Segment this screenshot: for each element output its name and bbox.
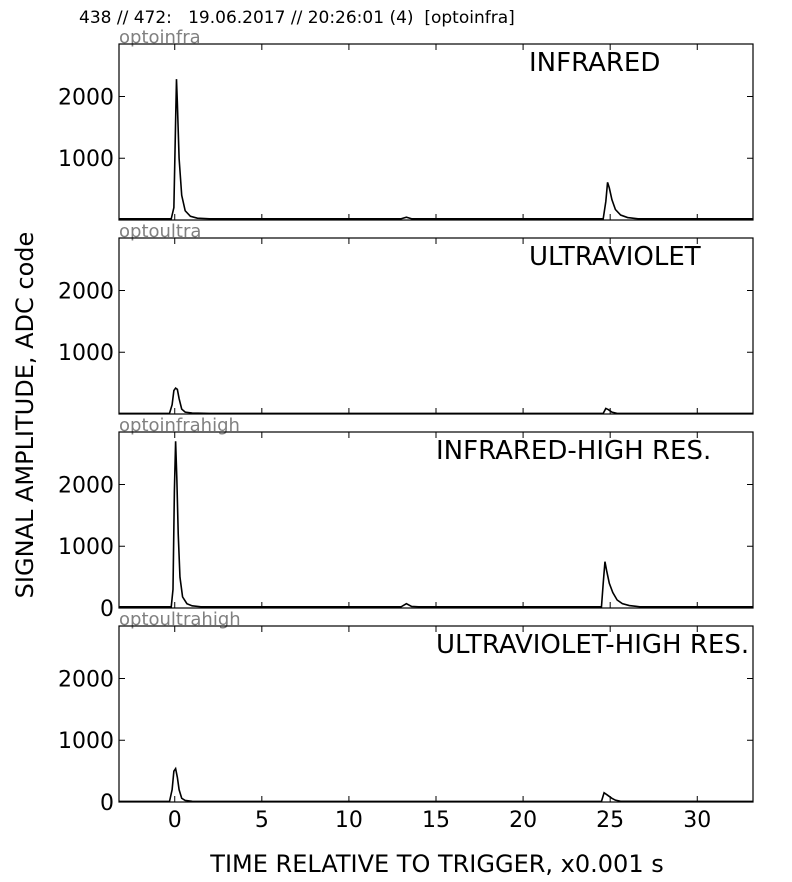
y-tick-label: 2000 (58, 667, 114, 692)
panel-label: ULTRAVIOLET-HIGH RES. (436, 630, 749, 660)
series-line (119, 79, 753, 220)
figure-header-title: 438 // 472: 19.06.2017 // 20:26:01 (4) [… (79, 8, 515, 28)
y-axis-label: SIGNAL AMPLITUDE, ADC code (11, 232, 39, 599)
panel-3: optoinfrahigh 0 1000 2000 INFRARED-HIGH RES. (58, 415, 754, 622)
chart-panels: optoinfra10002000INFRAREDoptoultra100020… (58, 27, 754, 833)
y-tick-label: 2000 (58, 85, 114, 110)
panel-tag: optoinfrahigh (119, 415, 240, 436)
series-line (119, 766, 753, 802)
y-tick-label: 2000 (58, 473, 114, 498)
panel-label: INFRARED-HIGH RES. (436, 436, 711, 466)
y-tick-label: 1000 (58, 729, 114, 754)
series-line (119, 386, 753, 414)
panel-2: optoultra 1000 2000 ULTRAVIOLET (58, 221, 754, 415)
panel-tag: optoultrahigh (119, 609, 241, 630)
x-tick-label: 15 (422, 808, 450, 833)
panel-label: INFRARED (529, 48, 660, 78)
y-tick-label: 1000 (58, 535, 114, 560)
x-tick-label: 30 (683, 808, 711, 833)
y-tick-label: 2000 (58, 279, 114, 304)
x-axis-label: TIME RELATIVE TO TRIGGER, x0.001 s (209, 850, 663, 878)
panel-1: optoinfra 1000 2000 INFRARED (58, 27, 754, 221)
x-tick-label: 10 (335, 808, 363, 833)
panel-4: optoultrahigh 0 5 10 15 20 25 30 0 1000 2000 ULTRAV… (58, 609, 754, 833)
x-tick-label: 0 (168, 808, 182, 833)
series-line (119, 441, 753, 608)
y-tick-label: 0 (100, 791, 114, 816)
x-tick-label: 25 (596, 808, 624, 833)
panel-tag: optoultra (119, 221, 201, 242)
y-tick-label: 0 (100, 597, 114, 622)
x-tick-label: 5 (255, 808, 269, 833)
y-tick-label: 1000 (58, 147, 114, 172)
panel-tag: optoinfra (119, 27, 201, 48)
x-tick-label: 20 (509, 808, 537, 833)
y-tick-label: 1000 (58, 341, 114, 366)
panel-label: ULTRAVIOLET (529, 242, 701, 272)
